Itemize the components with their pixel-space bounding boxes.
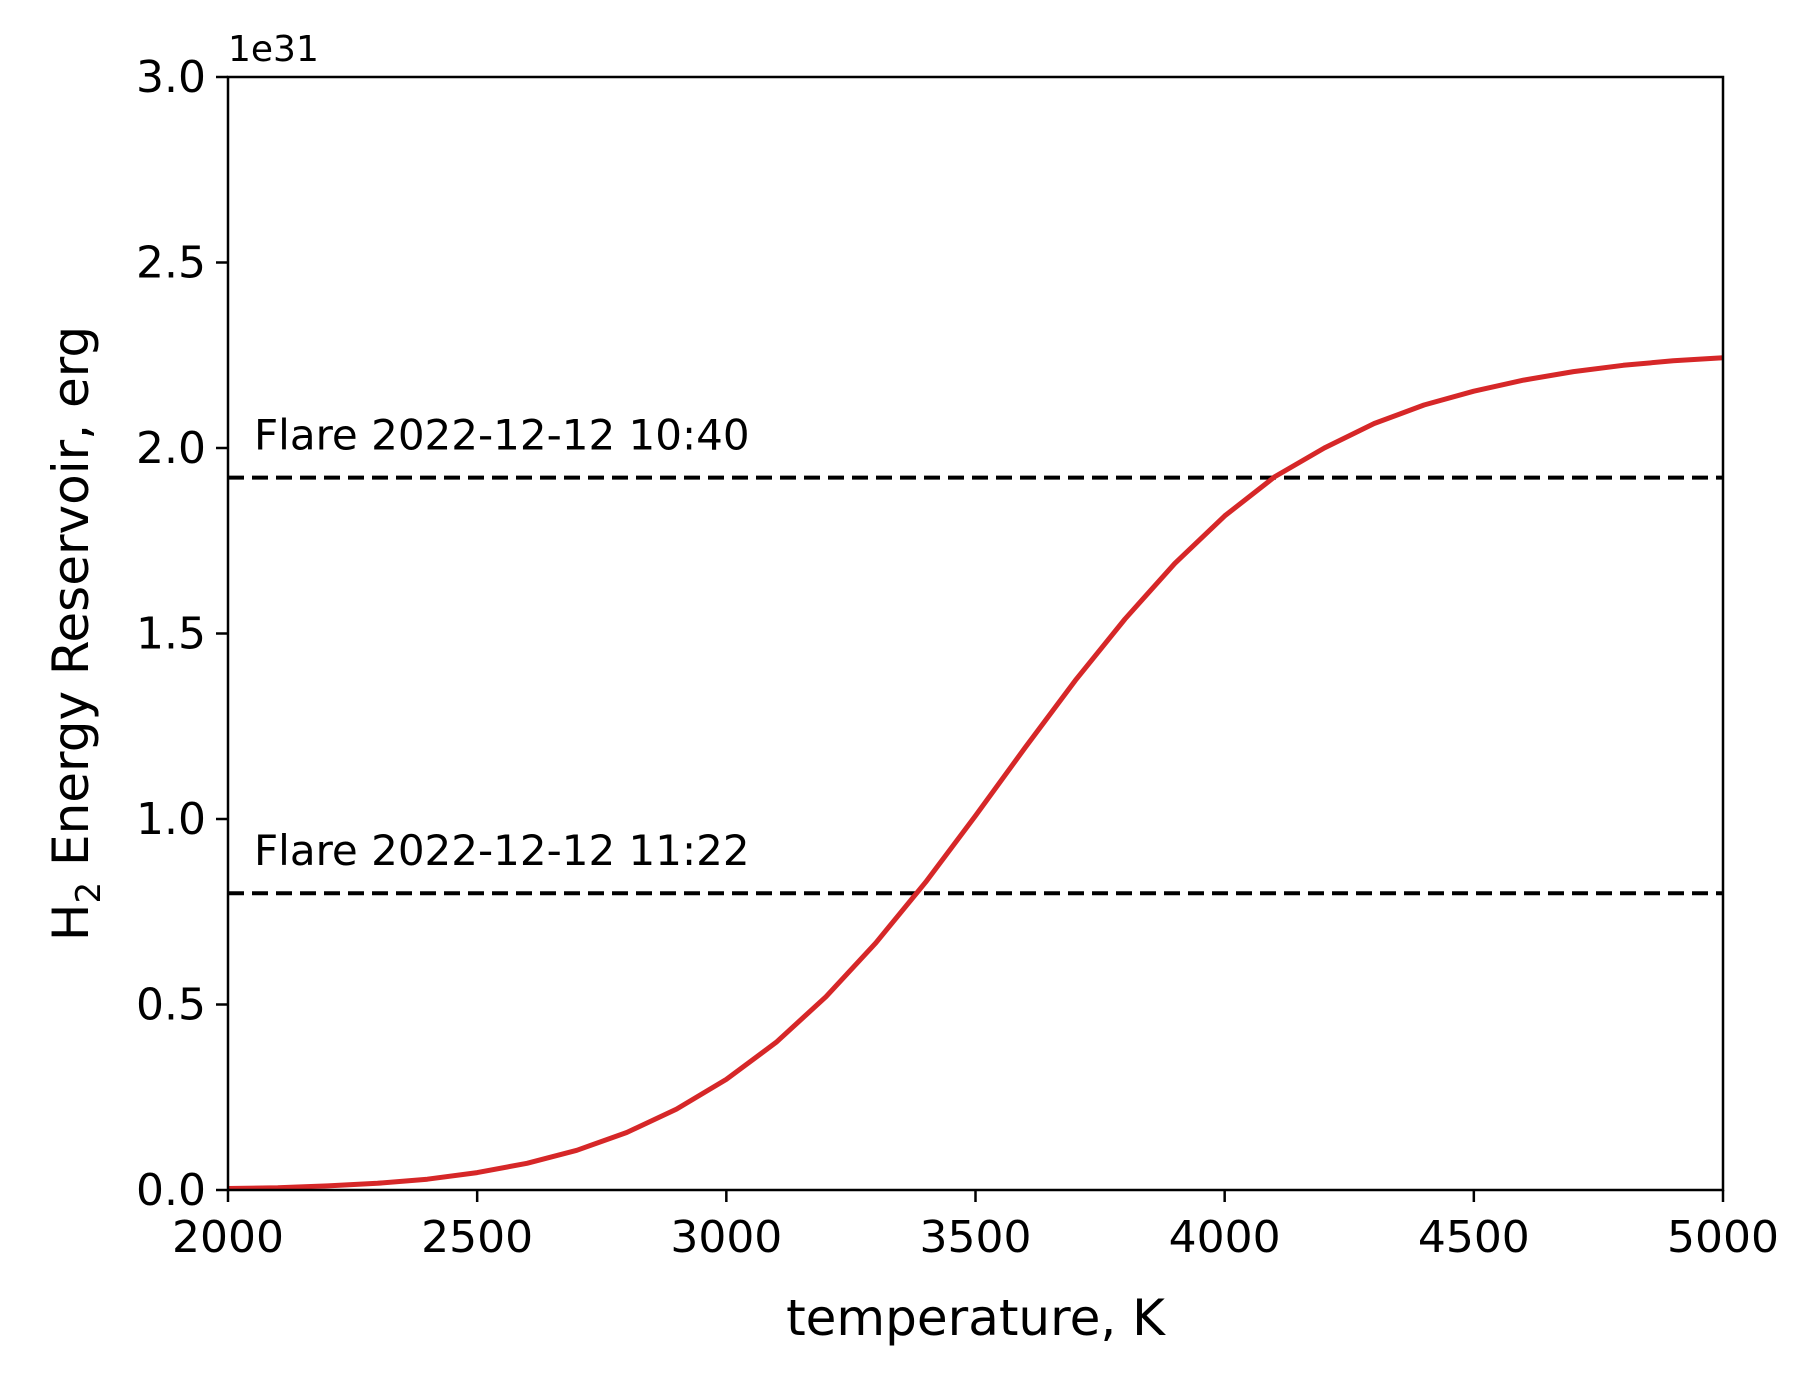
x-tick-label: 5000 — [1667, 1212, 1779, 1263]
y-tick-label: 1.0 — [136, 794, 206, 845]
reference-line-label-1: Flare 2022-12-12 10:40 — [254, 411, 750, 460]
x-tick-label: 4000 — [1169, 1212, 1281, 1263]
y-tick-label: 2.5 — [136, 238, 206, 289]
x-tick-label: 4500 — [1418, 1212, 1530, 1263]
plot-lines: Flare 2022-12-12 10:40 Flare 2022-12-12 1… — [227, 355, 1724, 1191]
x-tick-label: 3000 — [670, 1212, 782, 1263]
plot-frame — [226, 75, 1725, 1192]
reference-line-label-2: Flare 2022-12-12 11:22 — [254, 826, 750, 875]
axis-ticks: 2000 2500 3000 3500 4000 4500 5000 0.0 0.5 1.0 1.5… — [136, 52, 1779, 1263]
y-axis-label-subscript: 2 — [69, 882, 109, 904]
y-axis-label-prefix: H — [42, 904, 100, 942]
y-tick-label: 0.5 — [136, 980, 206, 1031]
x-tick-label: 2000 — [172, 1212, 284, 1263]
y-axis-label: H2 Energy Reservoir, erg — [42, 326, 109, 941]
y-tick-label: 3.0 — [136, 52, 206, 103]
y-tick-label: 0.0 — [136, 1165, 206, 1216]
x-tick-label: 2500 — [421, 1212, 533, 1263]
x-axis-label: temperature, K — [786, 1289, 1166, 1347]
x-tick-label: 3500 — [920, 1212, 1032, 1263]
y-tick-label: 1.5 — [136, 609, 206, 660]
y-tick-label: 2.0 — [136, 423, 206, 474]
y-axis-label-suffix: Energy Reservoir, erg — [42, 326, 100, 882]
series-line-1 — [227, 355, 1724, 1191]
y-offset-label: 1e31 — [228, 29, 319, 70]
